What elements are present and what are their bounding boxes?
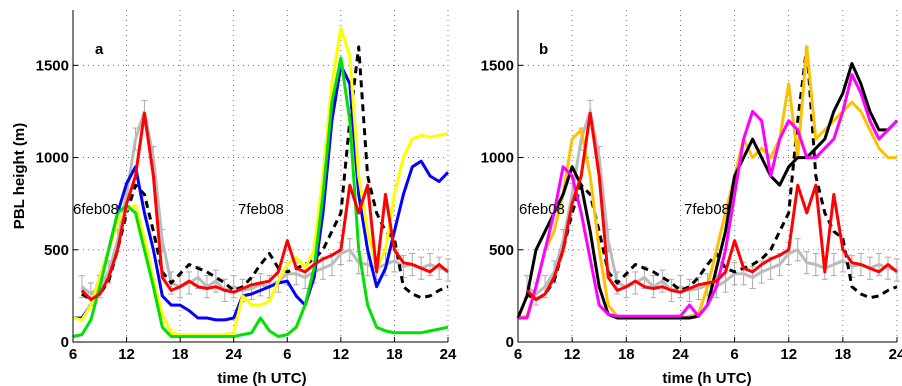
panel-a-series-line-3 <box>72 26 449 337</box>
panel-a-x-axis-title: time (h UTC) <box>217 370 306 386</box>
panel-b-series-5 <box>525 111 898 302</box>
panel-b-series-4 <box>518 73 899 320</box>
panel-a-series-line-5 <box>80 111 449 302</box>
panel-a-series-line-4 <box>72 56 449 338</box>
panel-a-plot-area <box>72 26 451 338</box>
panel-b-annotation-7feb08: 7feb08 <box>684 201 730 218</box>
panel-a-series-5 <box>80 111 449 302</box>
panel-a-y-tick-label: 1500 <box>36 57 69 74</box>
panel-b-label: b <box>539 41 548 58</box>
panel-b-annotation-6feb08: 6feb08 <box>519 201 565 218</box>
panel-a-label: a <box>95 41 104 58</box>
panel-b-series-line-4 <box>518 73 899 320</box>
panel-a-annotation-7feb08: 7feb08 <box>238 201 284 218</box>
panel-a-x-tick-label: 24 <box>225 346 242 363</box>
panel-b-y-tick-label: 500 <box>489 242 514 259</box>
panel-a-series-3 <box>72 26 449 337</box>
panel-a-y-tick-label: 500 <box>44 242 69 259</box>
panel-a: 6 12 18 24 6 12 18 24 0 500 1000 1500 a 6feb08 7feb… <box>11 10 457 386</box>
panel-a-x-tick-label: 12 <box>333 346 350 363</box>
panel-a-x-tick-label: 18 <box>172 346 189 363</box>
panel-b-x-tick-label: 24 <box>672 346 689 363</box>
panel-b-y-tick-label: 1500 <box>481 57 514 74</box>
panel-b-y-tick-label: 0 <box>506 334 514 351</box>
panel-b-series-line-2 <box>517 45 897 320</box>
panel-a-x-tick-label: 24 <box>440 346 457 363</box>
panel-a-y-tick-label: 0 <box>61 334 69 351</box>
panel-b-series-line-5 <box>525 111 898 302</box>
panel-a-y-tick-label: 1000 <box>36 150 69 167</box>
panel-b-series-1 <box>526 45 898 302</box>
panel-b-x-tick-label: 24 <box>889 346 902 363</box>
panel-b-x-axis-title: time (h UTC) <box>662 370 751 386</box>
panel-b-grid <box>518 10 898 342</box>
panel-b-y-tick-label: 1000 <box>481 150 514 167</box>
panel-a-x-tick-label: 6 <box>283 346 291 363</box>
panel-a-y-axis-title: PBL height (m) <box>11 123 28 229</box>
panel-b-x-tick-label: 18 <box>835 346 852 363</box>
panel-a-x-tick-label: 6 <box>69 346 77 363</box>
panel-b-series-2 <box>517 45 897 320</box>
panel-b-x-tick-label: 18 <box>618 346 635 363</box>
panel-b-ticks: 6 12 18 24 6 12 18 24 0 500 1000 1500 <box>481 57 902 363</box>
panel-b-x-tick-label: 12 <box>780 346 797 363</box>
panel-b-x-tick-label: 6 <box>514 346 522 363</box>
panel-a-x-tick-label: 12 <box>118 346 135 363</box>
panel-a-ticks: 6 12 18 24 6 12 18 24 0 500 1000 1500 <box>36 57 457 363</box>
panel-a-series-4 <box>72 56 449 338</box>
panel-b-series-line-1 <box>526 45 898 302</box>
panel-a-annotation-6feb08: 6feb08 <box>73 201 119 218</box>
panel-b: 6 12 18 24 6 12 18 24 0 500 1000 1500 b 6feb08 7feb… <box>481 10 902 386</box>
panel-b-x-tick-label: 6 <box>730 346 738 363</box>
panel-b-x-tick-label: 12 <box>564 346 581 363</box>
panel-a-x-tick-label: 18 <box>386 346 403 363</box>
panel-b-plot-area <box>516 45 900 320</box>
